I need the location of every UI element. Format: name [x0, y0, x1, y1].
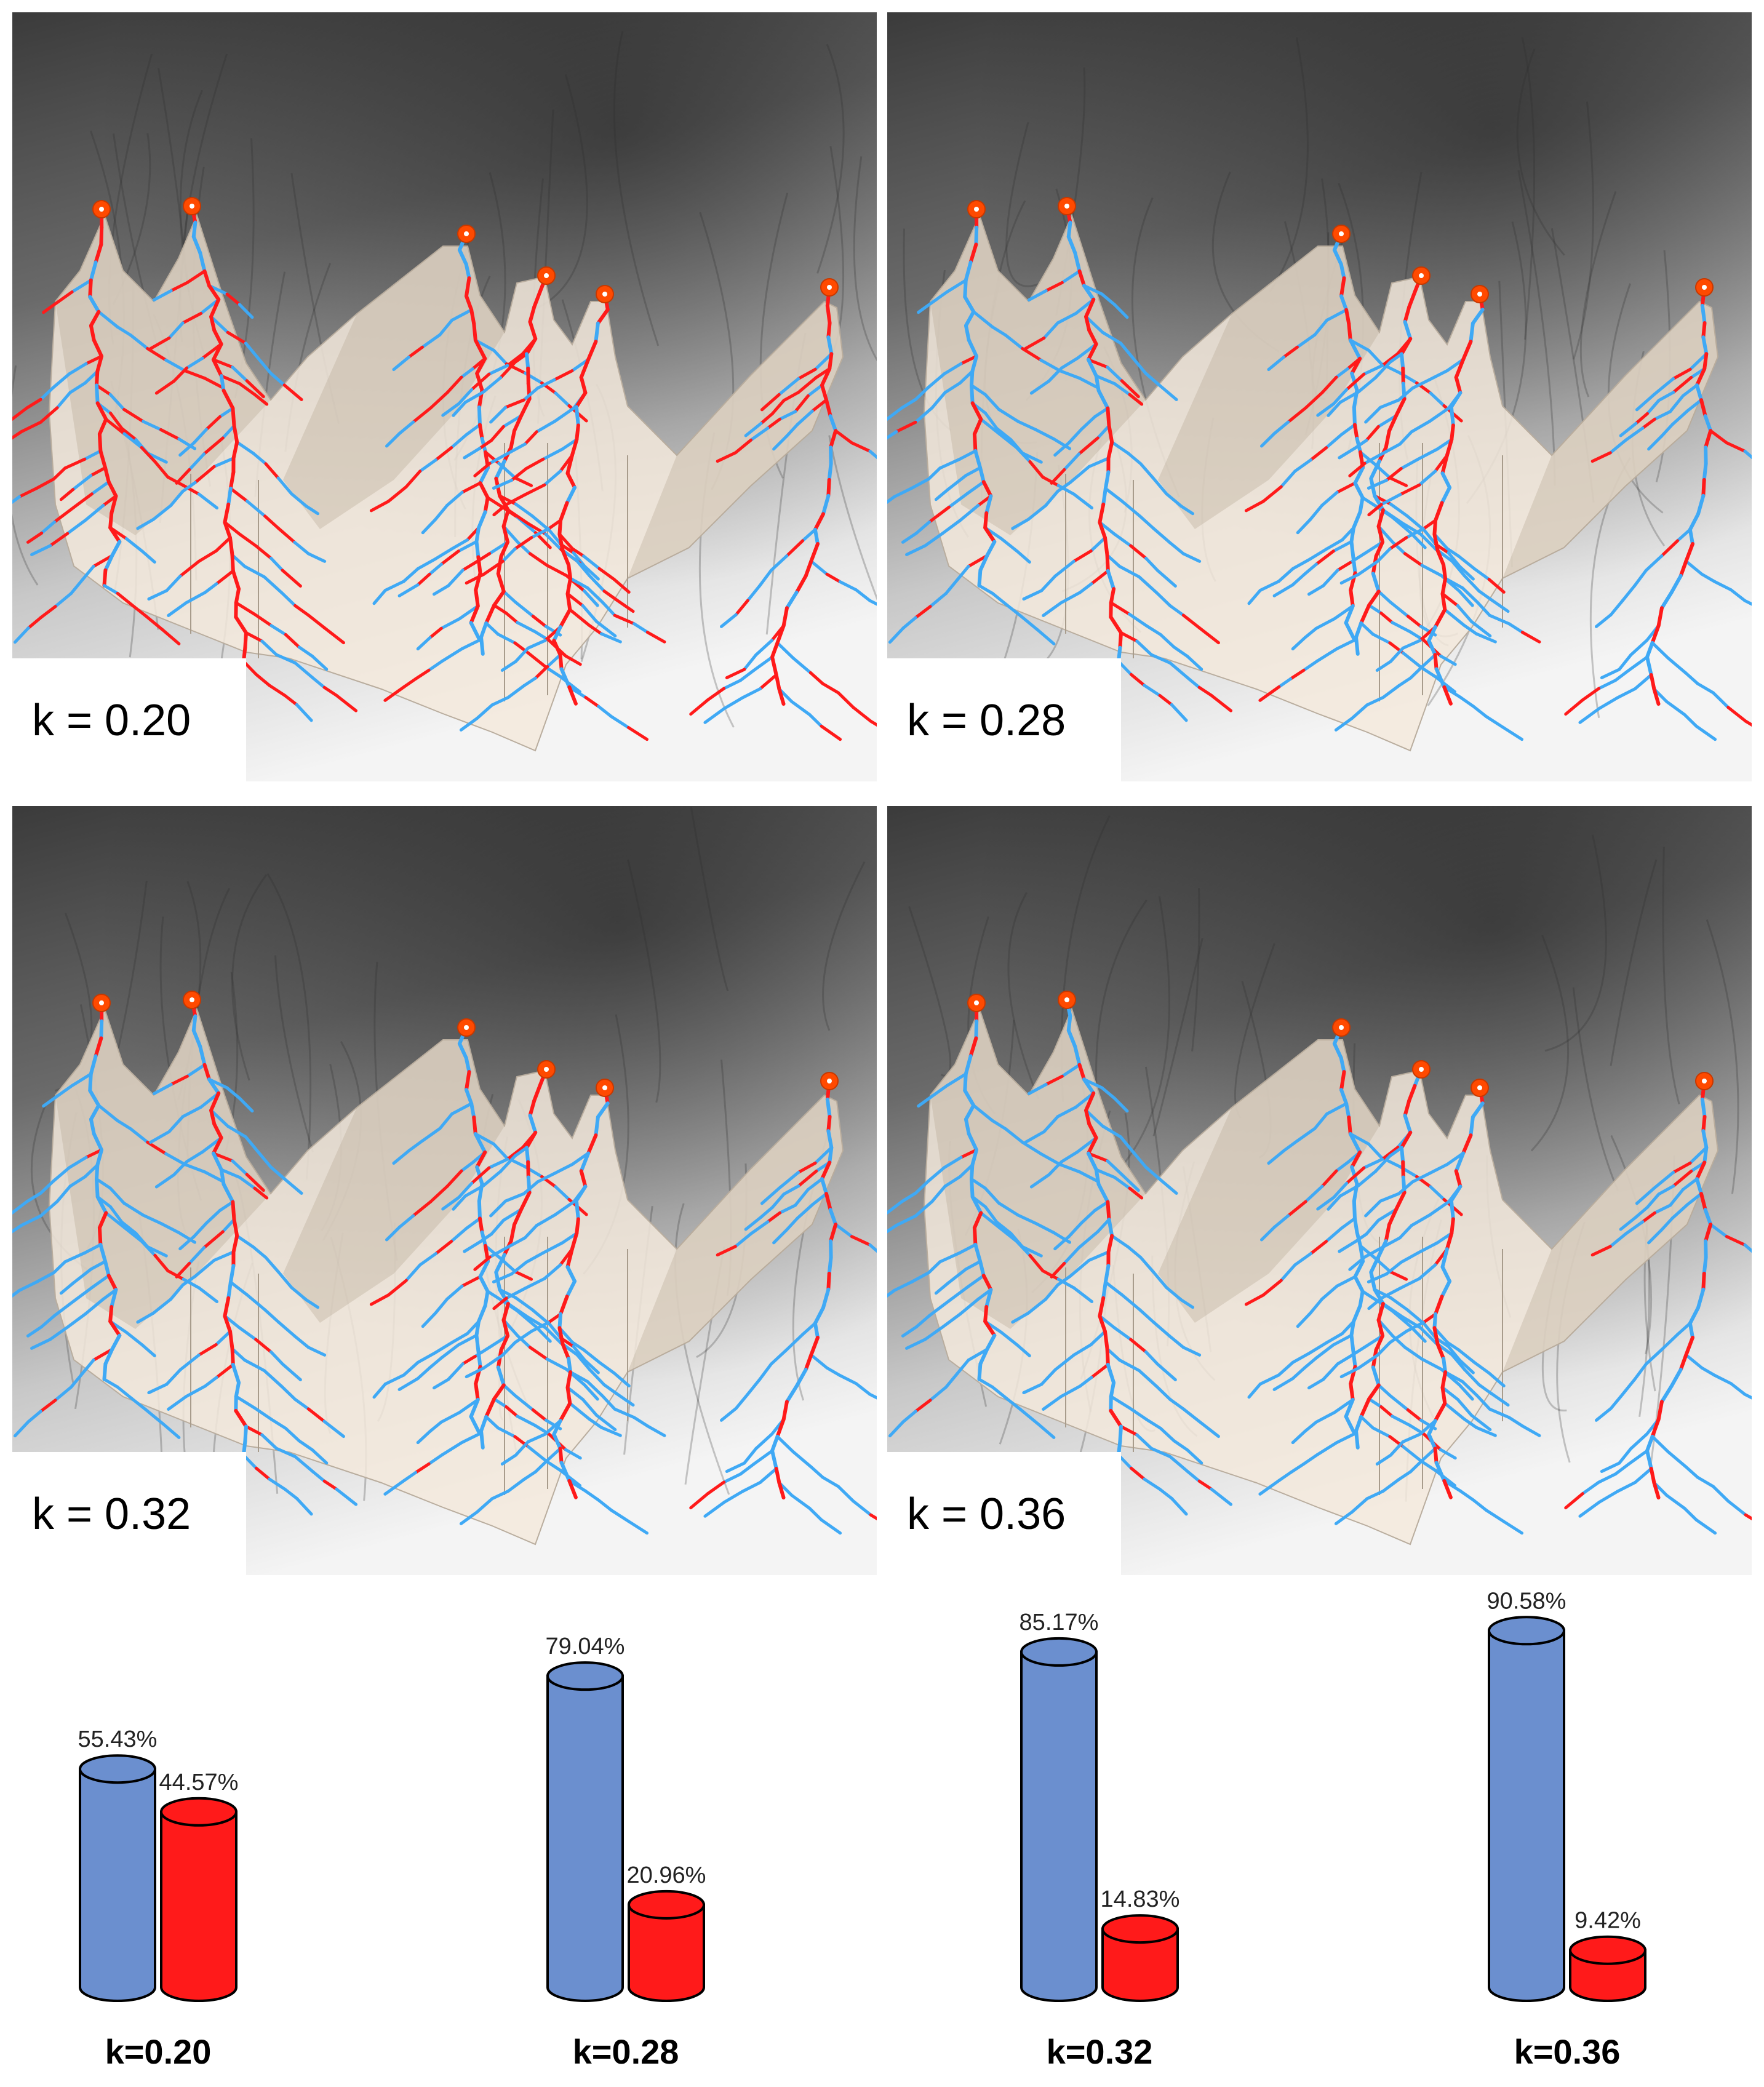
watershed-area: [923, 1007, 1719, 1546]
blue-cylinder-bar: [79, 1754, 156, 2002]
stream-network-map: k = 0.20: [12, 12, 877, 781]
bar-value-label: 20.96%: [627, 1862, 706, 1888]
bar-value-label: 9.42%: [1574, 1908, 1641, 1934]
blue-cylinder-bar: [546, 1661, 624, 2002]
bar-value-label: 14.83%: [1101, 1886, 1180, 1912]
outlet-point: [596, 1079, 614, 1097]
outlet-point: [1058, 991, 1076, 1009]
bar-value-label: 90.58%: [1487, 1588, 1566, 1614]
watershed-area: [923, 213, 1719, 752]
outlet-point: [820, 1072, 839, 1090]
stream-network-map: k = 0.36: [887, 806, 1752, 1575]
cylinder-bar-chart: 55.43%44.57% k=0.20 79.04% 20.96% k=0.28 85.1…: [78, 1588, 1646, 2071]
bar-value-label: 85.17%: [1020, 1610, 1099, 1635]
outlet-point: [1471, 285, 1489, 303]
k-value-label: k = 0.28: [907, 696, 1066, 745]
red-cylinder-bar: [628, 1889, 705, 2002]
bar-value-label: 55.43%: [78, 1726, 158, 1752]
red-cylinder-bar: [1569, 1935, 1646, 2002]
k-label-box: k = 0.32: [12, 1452, 246, 1575]
red-cylinder-bar: [160, 1797, 237, 2002]
bar-value-label: 44.57%: [159, 1770, 239, 1795]
k-label-box: k = 0.36: [887, 1452, 1121, 1575]
outlet-point: [183, 991, 201, 1009]
outlet-point: [967, 994, 986, 1012]
watershed-area: [48, 213, 844, 752]
outlet-point: [1471, 1079, 1489, 1097]
outlet-point: [1332, 225, 1351, 243]
category-label: k=0.20: [105, 2032, 212, 2071]
k-value-label: k = 0.36: [907, 1490, 1066, 1539]
outlet-point: [92, 200, 111, 218]
k-label-box: k = 0.28: [887, 658, 1121, 781]
blue-cylinder-bar: [1020, 1637, 1098, 2002]
category-label: k=0.32: [1047, 2032, 1153, 2071]
outlet-point: [92, 994, 111, 1012]
outlet-point: [457, 1018, 476, 1037]
stream-network-map: k = 0.28: [887, 12, 1752, 781]
outlet-point: [1695, 1072, 1714, 1090]
category-label: k=0.28: [573, 2032, 679, 2071]
outlet-point: [183, 197, 201, 215]
bar-value-label: 79.04%: [546, 1634, 625, 1659]
red-cylinder-bar: [1101, 1914, 1179, 2002]
outlet-point: [820, 278, 839, 297]
outlet-point: [1058, 197, 1076, 215]
outlet-point: [457, 225, 476, 243]
watershed-area: [48, 1007, 844, 1546]
k-value-label: k = 0.32: [32, 1490, 191, 1539]
k-label-box: k = 0.20: [12, 658, 246, 781]
outlet-point: [967, 200, 986, 218]
outlet-point: [1332, 1018, 1351, 1037]
outlet-point: [537, 1060, 556, 1079]
outlet-point: [537, 266, 556, 285]
blue-cylinder-bar: [1488, 1616, 1565, 2002]
outlet-point: [596, 285, 614, 303]
outlet-point: [1695, 278, 1714, 297]
category-label: k=0.36: [1514, 2032, 1621, 2071]
outlet-point: [1412, 266, 1431, 285]
k-value-label: k = 0.20: [32, 696, 191, 745]
outlet-point: [1412, 1060, 1431, 1079]
stream-network-map: k = 0.32: [12, 806, 877, 1575]
